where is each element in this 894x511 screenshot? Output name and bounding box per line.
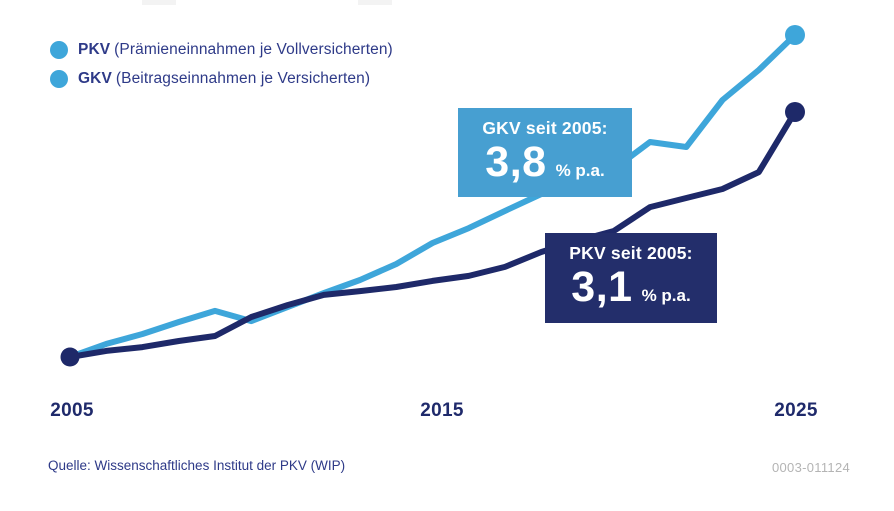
pkv-growth-rate: 3,1 bbox=[571, 263, 633, 311]
gkv-callout: GKV seit 2005: 3,8 % p.a. bbox=[458, 108, 632, 197]
document-code: 0003-011124 bbox=[772, 460, 850, 475]
source-note: Quelle: Wissenschaftliches Institut der … bbox=[48, 458, 346, 473]
legend-item-gkv: GKV (Beitragseinnahmen je Versicherten) bbox=[50, 70, 393, 88]
cropped-title-artifact bbox=[358, 0, 392, 5]
gkv-growth-unit: % p.a. bbox=[555, 161, 605, 180]
gkv-growth-rate: 3,8 bbox=[485, 138, 547, 186]
legend-item-pkv: PKV (Prämieneinnahmen je Vollversicherten… bbox=[50, 41, 393, 59]
pkv-legend-dot-icon bbox=[50, 41, 68, 59]
legend-label-pkv: PKV (Prämieneinnahmen je Vollversicherten… bbox=[78, 41, 393, 58]
pkv-callout-value-row: 3,1 % p.a. bbox=[545, 263, 717, 311]
x-tick-2025: 2025 bbox=[774, 400, 818, 421]
x-tick-2015: 2015 bbox=[420, 400, 464, 421]
legend: PKV (Prämieneinnahmen je Vollversicherten… bbox=[50, 41, 393, 88]
gkv-callout-title: GKV seit 2005: bbox=[482, 118, 608, 138]
gkv-callout-value-row: 3,8 % p.a. bbox=[458, 138, 632, 186]
gkv-legend-dot-icon bbox=[50, 70, 68, 88]
pkv-callout-title: PKV seit 2005: bbox=[569, 243, 693, 263]
pkv-growth-unit: % p.a. bbox=[641, 286, 691, 305]
cropped-title-artifact bbox=[142, 0, 176, 5]
x-tick-2005: 2005 bbox=[50, 400, 94, 421]
pkv-callout: PKV seit 2005: 3,1 % p.a. bbox=[545, 233, 717, 323]
legend-label-gkv: GKV (Beitragseinnahmen je Versicherten) bbox=[78, 70, 371, 87]
